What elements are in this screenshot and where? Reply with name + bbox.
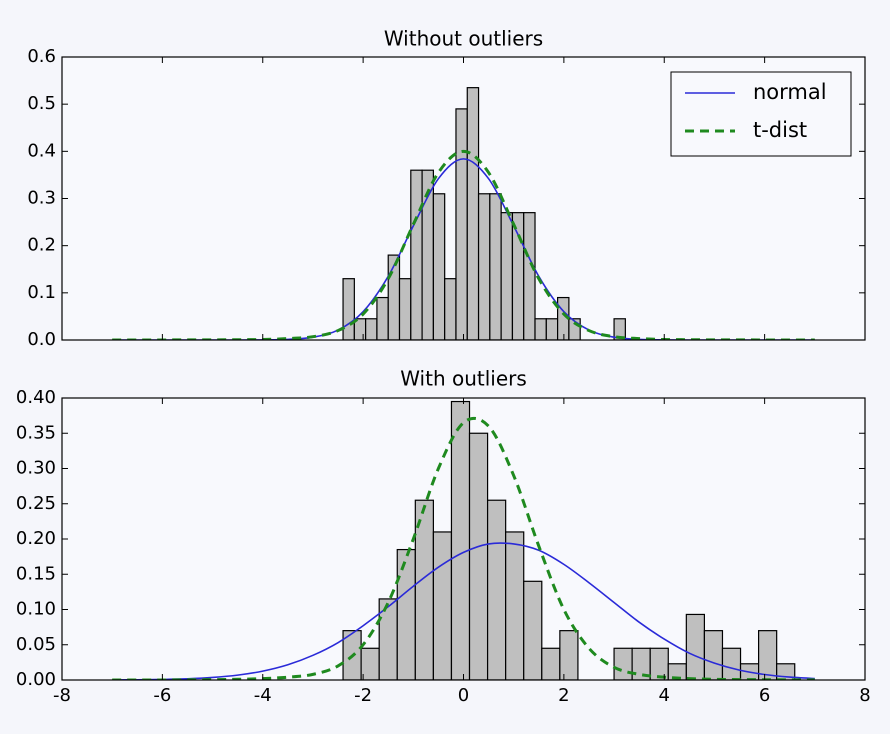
x-tick-label: 4 bbox=[659, 685, 670, 706]
histogram-bar bbox=[685, 613, 706, 680]
histogram-bar bbox=[376, 296, 389, 340]
histogram-bar bbox=[523, 212, 536, 340]
histogram-bar bbox=[500, 212, 514, 340]
density-line bbox=[112, 416, 815, 680]
histogram-bar bbox=[444, 278, 457, 340]
y-tick-label: 0.1 bbox=[27, 282, 56, 303]
y-tick-label: 0.25 bbox=[16, 493, 56, 514]
histogram-bar bbox=[511, 212, 525, 340]
y-tick-label: 0.5 bbox=[27, 93, 56, 114]
histogram-bar bbox=[534, 318, 547, 340]
histogram-bar bbox=[396, 548, 416, 680]
subplot-title: With outliers bbox=[400, 367, 527, 391]
y-tick-label: 0.00 bbox=[16, 669, 56, 690]
y-tick-label: 0.3 bbox=[27, 188, 56, 209]
histogram-bar bbox=[432, 531, 453, 680]
histogram-bar bbox=[541, 647, 561, 680]
x-tick-label: 8 bbox=[859, 685, 870, 706]
y-tick-label: 0.40 bbox=[16, 387, 56, 408]
histogram-bar bbox=[477, 193, 491, 340]
x-tick-label: -6 bbox=[153, 685, 171, 706]
x-tick-label: 0 bbox=[458, 685, 469, 706]
histogram-bar bbox=[486, 499, 507, 680]
plot-content bbox=[112, 400, 815, 680]
histogram-bar bbox=[360, 647, 380, 680]
histogram-bar bbox=[489, 193, 502, 340]
histogram-bar bbox=[342, 278, 355, 340]
histogram-bar bbox=[559, 630, 579, 680]
x-tick-label: -2 bbox=[354, 685, 372, 706]
histogram-bar bbox=[387, 254, 401, 340]
histogram-bar bbox=[466, 87, 480, 340]
histogram-bar bbox=[410, 169, 423, 340]
histogram-bar bbox=[721, 647, 742, 680]
axes-frame bbox=[61, 56, 866, 341]
y-tick-label: 0.30 bbox=[16, 458, 56, 479]
histogram-bar bbox=[468, 432, 489, 680]
histogram-bar bbox=[432, 193, 446, 340]
density-line bbox=[112, 158, 815, 340]
density-line bbox=[112, 542, 815, 680]
y-tick-label: 0.6 bbox=[27, 46, 56, 67]
legend-label: t-dist bbox=[753, 118, 807, 142]
x-tick-label: -4 bbox=[254, 685, 272, 706]
histogram-bar bbox=[450, 400, 471, 680]
y-tick-label: 0.20 bbox=[16, 528, 56, 549]
x-tick-label: -8 bbox=[53, 685, 71, 706]
histogram-bar bbox=[545, 318, 559, 340]
x-tick-label: 2 bbox=[558, 685, 569, 706]
legend-box bbox=[670, 71, 852, 157]
y-tick-label: 0.2 bbox=[27, 235, 56, 256]
histogram-bar bbox=[703, 630, 724, 680]
histogram-bar bbox=[523, 580, 543, 680]
legend-label: normal bbox=[753, 80, 827, 104]
histogram-bar bbox=[613, 647, 633, 680]
histogram-bar bbox=[455, 108, 468, 340]
y-tick-label: 0.4 bbox=[27, 140, 56, 161]
axes-frame bbox=[61, 397, 866, 681]
histogram-bar bbox=[505, 531, 525, 680]
histogram-bar bbox=[758, 630, 778, 680]
y-tick-label: 0.35 bbox=[16, 422, 56, 443]
x-tick-label: 6 bbox=[759, 685, 770, 706]
histogram-bar bbox=[365, 318, 378, 340]
y-tick-label: 0.05 bbox=[16, 634, 56, 655]
y-tick-label: 0.15 bbox=[16, 563, 56, 584]
y-tick-label: 0.0 bbox=[27, 329, 56, 350]
histogram-bar bbox=[649, 647, 669, 680]
y-tick-label: 0.10 bbox=[16, 599, 56, 620]
subplot-title: Without outliers bbox=[384, 27, 543, 51]
histogram-bar bbox=[398, 278, 412, 340]
